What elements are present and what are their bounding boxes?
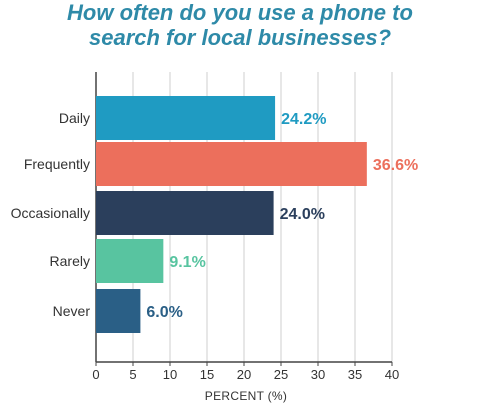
value-label-rarely: 9.1% xyxy=(169,254,205,271)
x-axis-label: PERCENT (%) xyxy=(204,389,288,403)
bar-daily xyxy=(96,96,276,140)
chart-title: How often do you use a phone to search f… xyxy=(0,0,480,50)
chart-title-line-1: How often do you use a phone to xyxy=(67,0,413,25)
bar-rarely xyxy=(96,239,164,283)
x-tick-label-5: 25 xyxy=(274,367,288,382)
value-label-frequently: 36.6% xyxy=(373,157,418,174)
chart-title-line-2: search for local businesses? xyxy=(88,25,392,50)
x-tick-label-4: 20 xyxy=(237,367,251,382)
bar-frequently xyxy=(96,142,367,186)
category-label-frequently: Frequently xyxy=(24,156,90,172)
x-tick-label-3: 15 xyxy=(200,367,214,382)
x-tick-label-8: 40 xyxy=(385,367,399,382)
category-label-never: Never xyxy=(53,303,91,319)
category-label-occasionally: Occasionally xyxy=(11,205,90,221)
x-tick-label-6: 30 xyxy=(311,367,325,382)
value-label-occasionally: 24.0% xyxy=(280,206,325,223)
x-tick-label-2: 10 xyxy=(163,367,177,382)
category-label-rarely: Rarely xyxy=(50,253,90,269)
x-tick-label-1: 5 xyxy=(129,367,136,382)
bar-never xyxy=(96,289,141,333)
x-tick-label-0: 0 xyxy=(92,367,99,382)
category-label-daily: Daily xyxy=(59,110,90,126)
value-label-never: 6.0% xyxy=(146,304,182,321)
bar-occasionally xyxy=(96,191,274,235)
x-tick-label-7: 35 xyxy=(348,367,362,382)
value-label-daily: 24.2% xyxy=(281,111,326,128)
